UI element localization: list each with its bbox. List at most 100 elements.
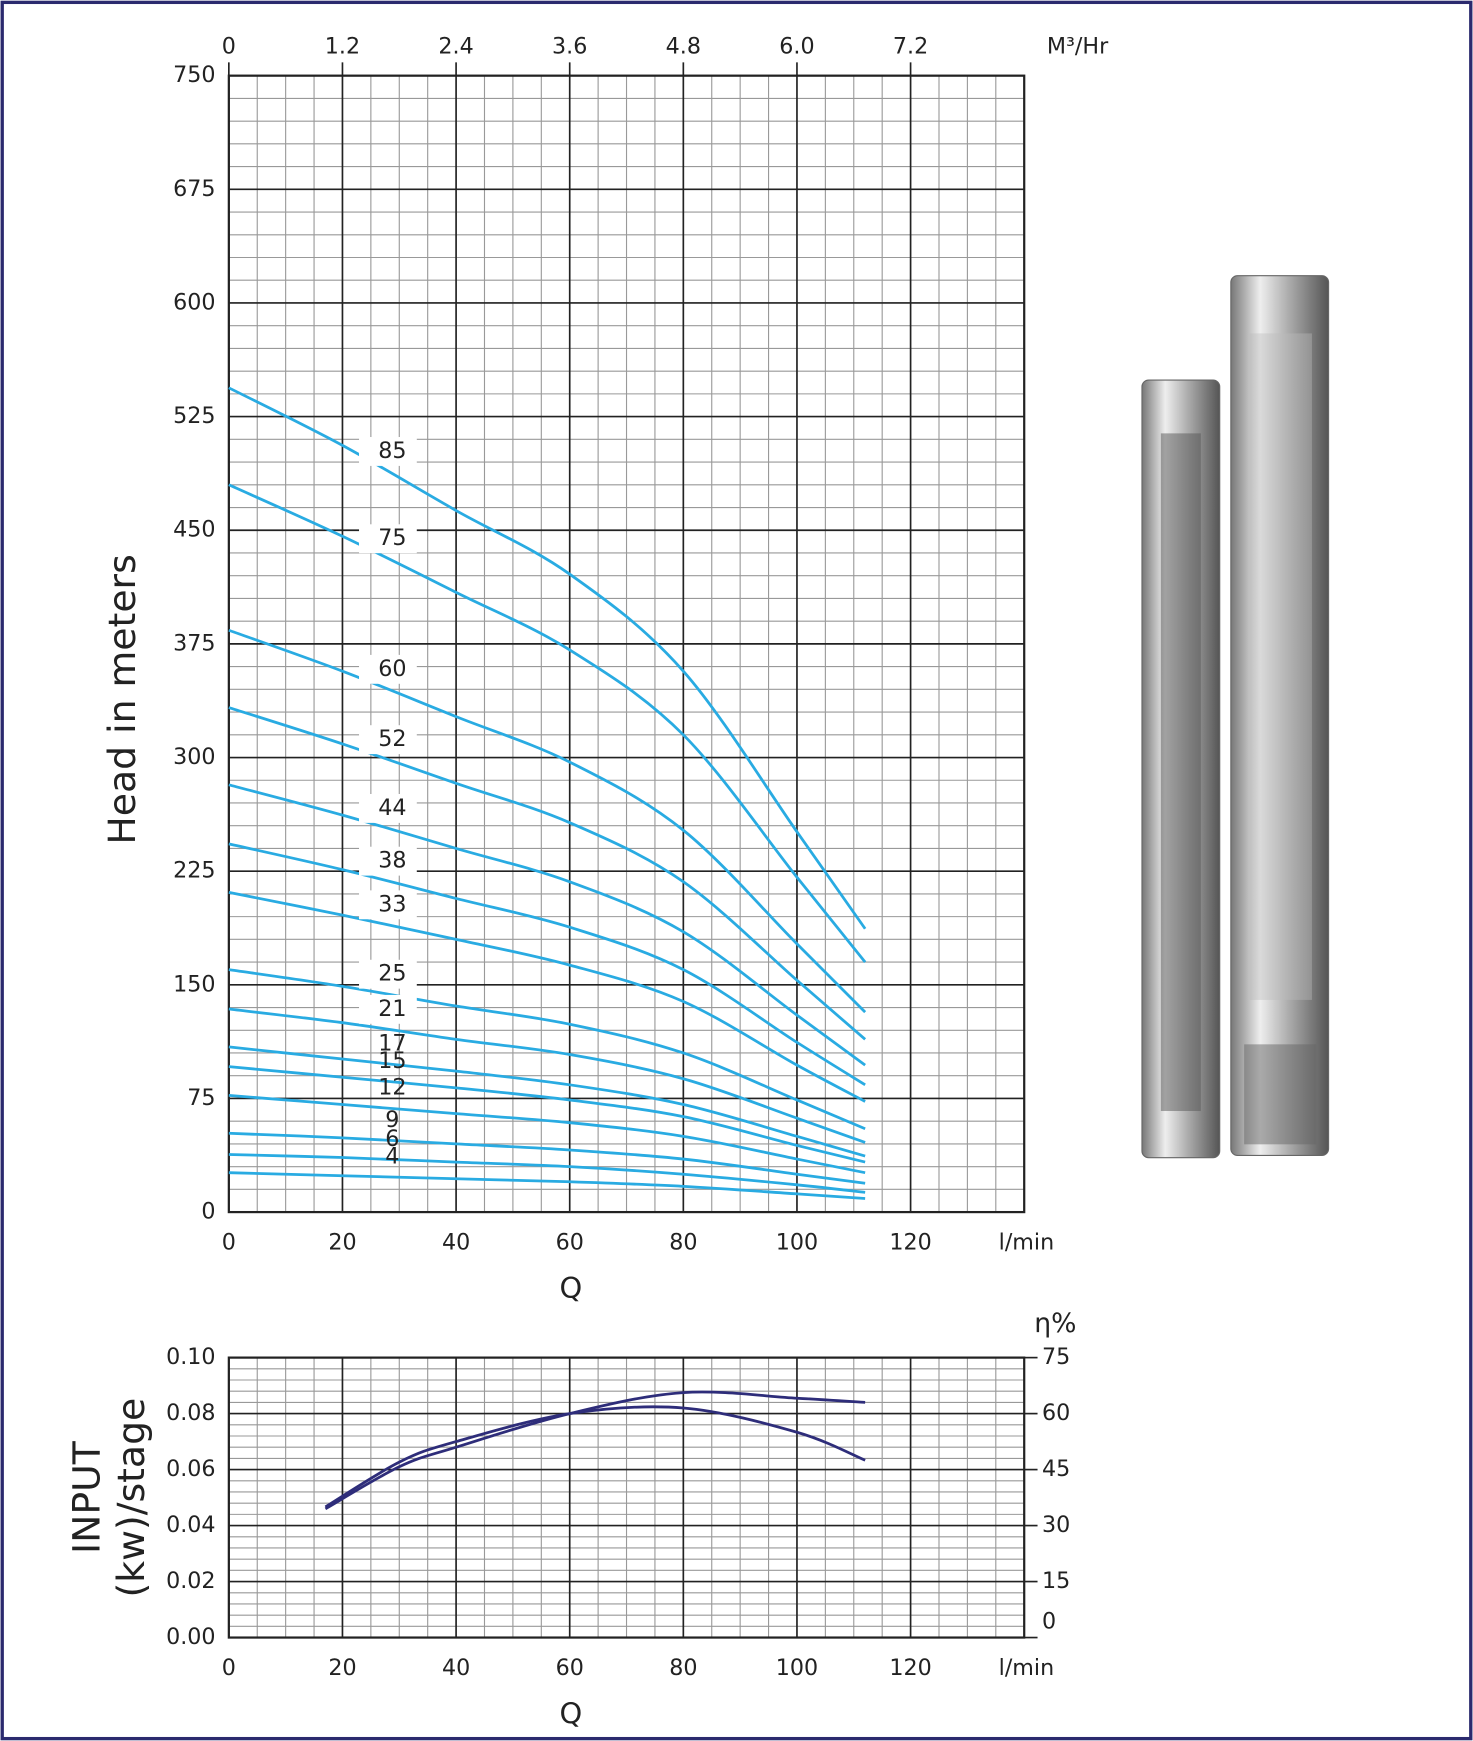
y-tick-label: 750	[173, 62, 215, 88]
pump-image	[1141, 275, 1330, 1159]
y2-tick-label: 75	[1042, 1344, 1070, 1370]
y2-tick-label: 60	[1042, 1400, 1070, 1426]
curve	[228, 1094, 866, 1175]
x2-tick-label: 6.0	[779, 33, 814, 59]
curve-label: 21	[378, 996, 406, 1022]
y-tick-label: 0.10	[166, 1344, 215, 1370]
y-tick-label: 75	[187, 1085, 215, 1111]
curve	[228, 968, 866, 1131]
input-chart: 0 20 40 60 80 100 120 l/min Q 0.00 0.02 0.04 0.06 0.0…	[64, 1308, 1076, 1731]
curve-label: 44	[378, 795, 406, 821]
y2-tick-label: 45	[1042, 1456, 1070, 1482]
y-tick-label: 0.00	[166, 1624, 215, 1650]
y2-tick-label: 30	[1042, 1512, 1070, 1538]
y-tick-label: 0.02	[166, 1568, 215, 1594]
x-tick-label: 80	[669, 1230, 697, 1256]
x-tick-label: 120	[889, 1655, 931, 1681]
curve	[228, 842, 866, 1086]
curve	[228, 1153, 866, 1194]
x-tick-label: 20	[328, 1655, 356, 1681]
curve	[228, 891, 866, 1103]
x-tick-label: 40	[442, 1655, 470, 1681]
label-bg	[359, 994, 417, 1024]
y2-tick-label: 15	[1042, 1568, 1070, 1594]
curve	[228, 1131, 866, 1185]
x-tick-label: 0	[222, 1230, 236, 1256]
curve-label: 38	[378, 848, 406, 874]
y-axis-title: (kw)/stage	[109, 1398, 153, 1598]
label-bg	[359, 437, 417, 466]
x2-tick-label: 4.8	[666, 33, 701, 59]
y-tick-label: 600	[173, 289, 215, 315]
curve-label: 12	[378, 1075, 406, 1101]
curve-label: 60	[378, 656, 406, 682]
curve-label: 25	[378, 961, 406, 987]
plot-border	[227, 1356, 1026, 1639]
x-unit-label: l/min	[999, 1230, 1055, 1256]
y-tick-label: 375	[173, 630, 215, 656]
y-tick-label: 300	[173, 744, 215, 770]
plot-border	[227, 74, 1026, 1214]
curve	[228, 706, 867, 1041]
x-tick-label: 40	[442, 1230, 470, 1256]
curve-label: 6	[385, 1126, 399, 1152]
x-tick-label: 60	[556, 1230, 584, 1256]
x-tick-label: 120	[889, 1230, 931, 1256]
curve-label: 17	[378, 1030, 406, 1056]
x-unit-label: l/min	[999, 1655, 1055, 1681]
curve-label: 9	[385, 1107, 399, 1133]
curve-label: 33	[378, 891, 406, 917]
x2-tick-label: 0	[222, 33, 236, 59]
x-tick-label: 0	[222, 1655, 236, 1681]
x2-tick-label: 3.6	[552, 33, 587, 59]
curve	[228, 1065, 866, 1164]
label-bg	[359, 846, 417, 876]
y-tick-label: 525	[173, 403, 215, 429]
head-chart: 0 20 40 60 80 100 120 l/minQ0751502253003754505…	[100, 33, 1109, 1305]
y-axis-title: Head in meters	[100, 554, 144, 844]
y-tick-label: 450	[173, 517, 215, 543]
curve	[228, 1171, 866, 1200]
y-tick-label: 150	[173, 971, 215, 997]
x2-tick-label: 7.2	[893, 33, 928, 59]
curve	[324, 1405, 866, 1509]
label-bg	[359, 725, 417, 755]
curve-label: 4	[385, 1143, 399, 1169]
curve-label: 85	[378, 438, 406, 464]
x-tick-label: 100	[776, 1655, 818, 1681]
label-bg	[359, 794, 417, 823]
y-tick-label: 0.04	[166, 1512, 215, 1538]
curve	[228, 1007, 866, 1144]
curve	[228, 783, 866, 1067]
x-tick-label: 20	[328, 1230, 356, 1256]
label-bg	[359, 890, 417, 920]
x2-tick-label: 1.2	[325, 33, 360, 59]
y-tick-label: 675	[173, 176, 215, 202]
y2-axis-title: η%	[1034, 1308, 1076, 1339]
x2-tick-label: 2.4	[438, 33, 473, 59]
curve	[228, 628, 867, 1014]
curve-label: 52	[378, 726, 406, 752]
curve-label: 75	[378, 525, 406, 551]
x-tick-label: 60	[556, 1655, 584, 1681]
label-bg	[359, 654, 417, 684]
y-tick-label: 0	[201, 1199, 215, 1225]
curve	[228, 483, 867, 963]
x-axis-title: Q	[559, 1696, 582, 1730]
y-tick-label: 225	[173, 858, 215, 884]
y-axis-title: INPUT	[64, 1440, 108, 1554]
x-axis-title: Q	[559, 1271, 582, 1305]
curve	[228, 1045, 866, 1158]
curve-label: 15	[378, 1048, 406, 1074]
y2-tick-label: 0	[1042, 1608, 1056, 1634]
curve	[228, 386, 867, 930]
label-bg	[359, 524, 417, 554]
y-tick-label: 0.06	[166, 1456, 215, 1482]
x-tick-label: 100	[776, 1230, 818, 1256]
x2-unit-label: M³/Hr	[1047, 33, 1109, 59]
x-tick-label: 80	[669, 1655, 697, 1681]
y-tick-label: 0.08	[166, 1400, 215, 1426]
label-bg	[359, 959, 417, 989]
